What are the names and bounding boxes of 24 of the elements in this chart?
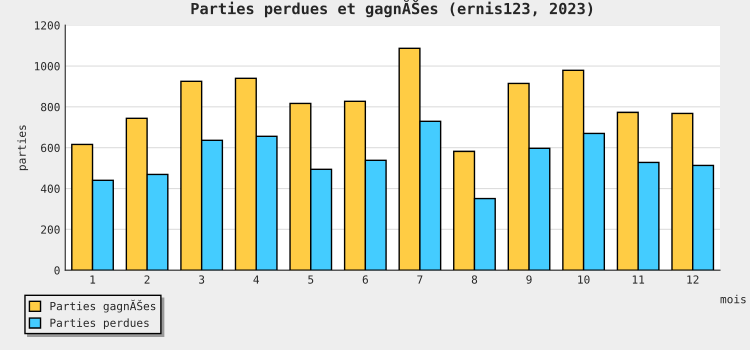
x-tick-label: 11 [632,275,644,284]
x-tick-label: 2 [144,275,150,284]
legend-label: Parties gagnĂŠes [50,300,156,312]
x-tick-label: 12 [687,275,698,284]
x-tick-label: 7 [417,275,422,284]
chart-title: Parties perdues et gagnĂŠes (ernis123, 2023) [191,0,592,18]
x-tick-label: 1 [90,275,96,284]
y-tick-label: 800 [41,102,60,112]
y-tick-label: 400 [40,184,60,193]
x-tick-label: 5 [308,275,314,284]
x-tick-label: 6 [362,275,368,284]
x-tick-label: 9 [526,275,532,284]
y-tick-label: 1200 [34,21,60,30]
y-tick-label: 600 [41,144,60,152]
y-axis-title: parties [17,125,28,170]
legend-label: Parties perdues [50,318,149,330]
x-tick-label: 8 [472,275,478,284]
y-tick-label: 0 [54,266,60,275]
y-tick-label: 200 [41,225,60,234]
x-axis-title: mois [720,294,746,304]
y-tick-label: 1000 [34,62,60,70]
x-tick-label: 4 [253,275,260,284]
x-tick-label: 3 [199,275,204,284]
x-tick-label: 10 [578,275,590,284]
